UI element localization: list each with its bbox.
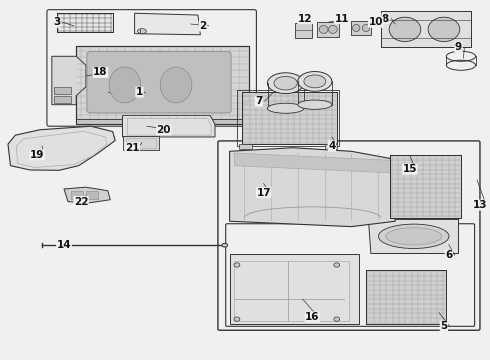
Bar [366, 270, 446, 324]
Text: 11: 11 [334, 14, 349, 24]
FancyBboxPatch shape [47, 10, 256, 126]
Text: 3: 3 [53, 17, 60, 27]
Ellipse shape [160, 67, 192, 103]
Text: 17: 17 [256, 188, 271, 198]
FancyBboxPatch shape [87, 51, 231, 113]
Ellipse shape [268, 73, 304, 94]
Text: 14: 14 [57, 240, 72, 250]
Text: 12: 12 [298, 14, 312, 24]
Ellipse shape [389, 17, 421, 41]
FancyBboxPatch shape [218, 141, 480, 330]
Polygon shape [135, 13, 200, 35]
Bar [230, 254, 359, 324]
Polygon shape [295, 23, 313, 38]
Text: 9: 9 [455, 42, 462, 52]
Text: 22: 22 [74, 197, 88, 207]
Ellipse shape [109, 67, 141, 103]
Ellipse shape [298, 100, 332, 109]
Bar [235, 261, 349, 320]
Ellipse shape [334, 263, 340, 267]
Bar [381, 12, 471, 47]
Text: 18: 18 [93, 67, 108, 77]
Bar [57, 13, 113, 32]
Ellipse shape [304, 75, 326, 88]
Text: 8: 8 [382, 14, 389, 24]
Text: 15: 15 [403, 164, 417, 174]
Ellipse shape [378, 224, 449, 248]
Ellipse shape [234, 263, 240, 267]
Ellipse shape [319, 26, 328, 33]
Text: 21: 21 [125, 143, 140, 153]
Polygon shape [8, 126, 115, 170]
Text: 6: 6 [445, 250, 452, 260]
Ellipse shape [234, 317, 240, 321]
Text: 20: 20 [157, 125, 171, 135]
Ellipse shape [268, 103, 304, 113]
Ellipse shape [334, 317, 340, 321]
Text: 13: 13 [473, 200, 488, 210]
Bar [76, 45, 249, 125]
Ellipse shape [362, 24, 369, 32]
Polygon shape [235, 153, 391, 173]
Bar [86, 192, 98, 199]
Text: 7: 7 [255, 96, 263, 106]
Ellipse shape [138, 29, 147, 34]
Bar [391, 155, 461, 218]
Bar [242, 92, 337, 144]
Polygon shape [351, 22, 371, 35]
Text: 1: 1 [136, 87, 143, 97]
FancyBboxPatch shape [226, 224, 475, 326]
Bar [366, 270, 446, 324]
Text: 10: 10 [368, 17, 383, 27]
Polygon shape [318, 22, 339, 37]
Text: 5: 5 [441, 321, 447, 331]
Bar [391, 155, 461, 218]
Polygon shape [64, 187, 110, 203]
Polygon shape [368, 220, 459, 253]
Ellipse shape [386, 228, 441, 245]
Bar [126, 138, 156, 148]
Polygon shape [122, 116, 215, 137]
Ellipse shape [428, 17, 460, 41]
Polygon shape [52, 56, 86, 105]
Bar [239, 144, 251, 149]
Ellipse shape [298, 72, 332, 91]
Polygon shape [76, 119, 249, 125]
Text: 16: 16 [305, 312, 319, 322]
Bar [242, 92, 337, 144]
Bar [72, 192, 83, 199]
Text: 4: 4 [328, 141, 336, 151]
Text: 19: 19 [30, 150, 45, 160]
Ellipse shape [274, 76, 297, 90]
Bar [324, 144, 337, 149]
Text: 2: 2 [199, 21, 206, 31]
Ellipse shape [353, 24, 360, 32]
Bar [54, 96, 72, 103]
Polygon shape [76, 45, 249, 119]
Ellipse shape [328, 26, 337, 33]
Bar [57, 13, 113, 32]
Bar [123, 136, 158, 150]
Polygon shape [230, 148, 395, 226]
Bar [54, 87, 72, 94]
Ellipse shape [222, 243, 228, 247]
